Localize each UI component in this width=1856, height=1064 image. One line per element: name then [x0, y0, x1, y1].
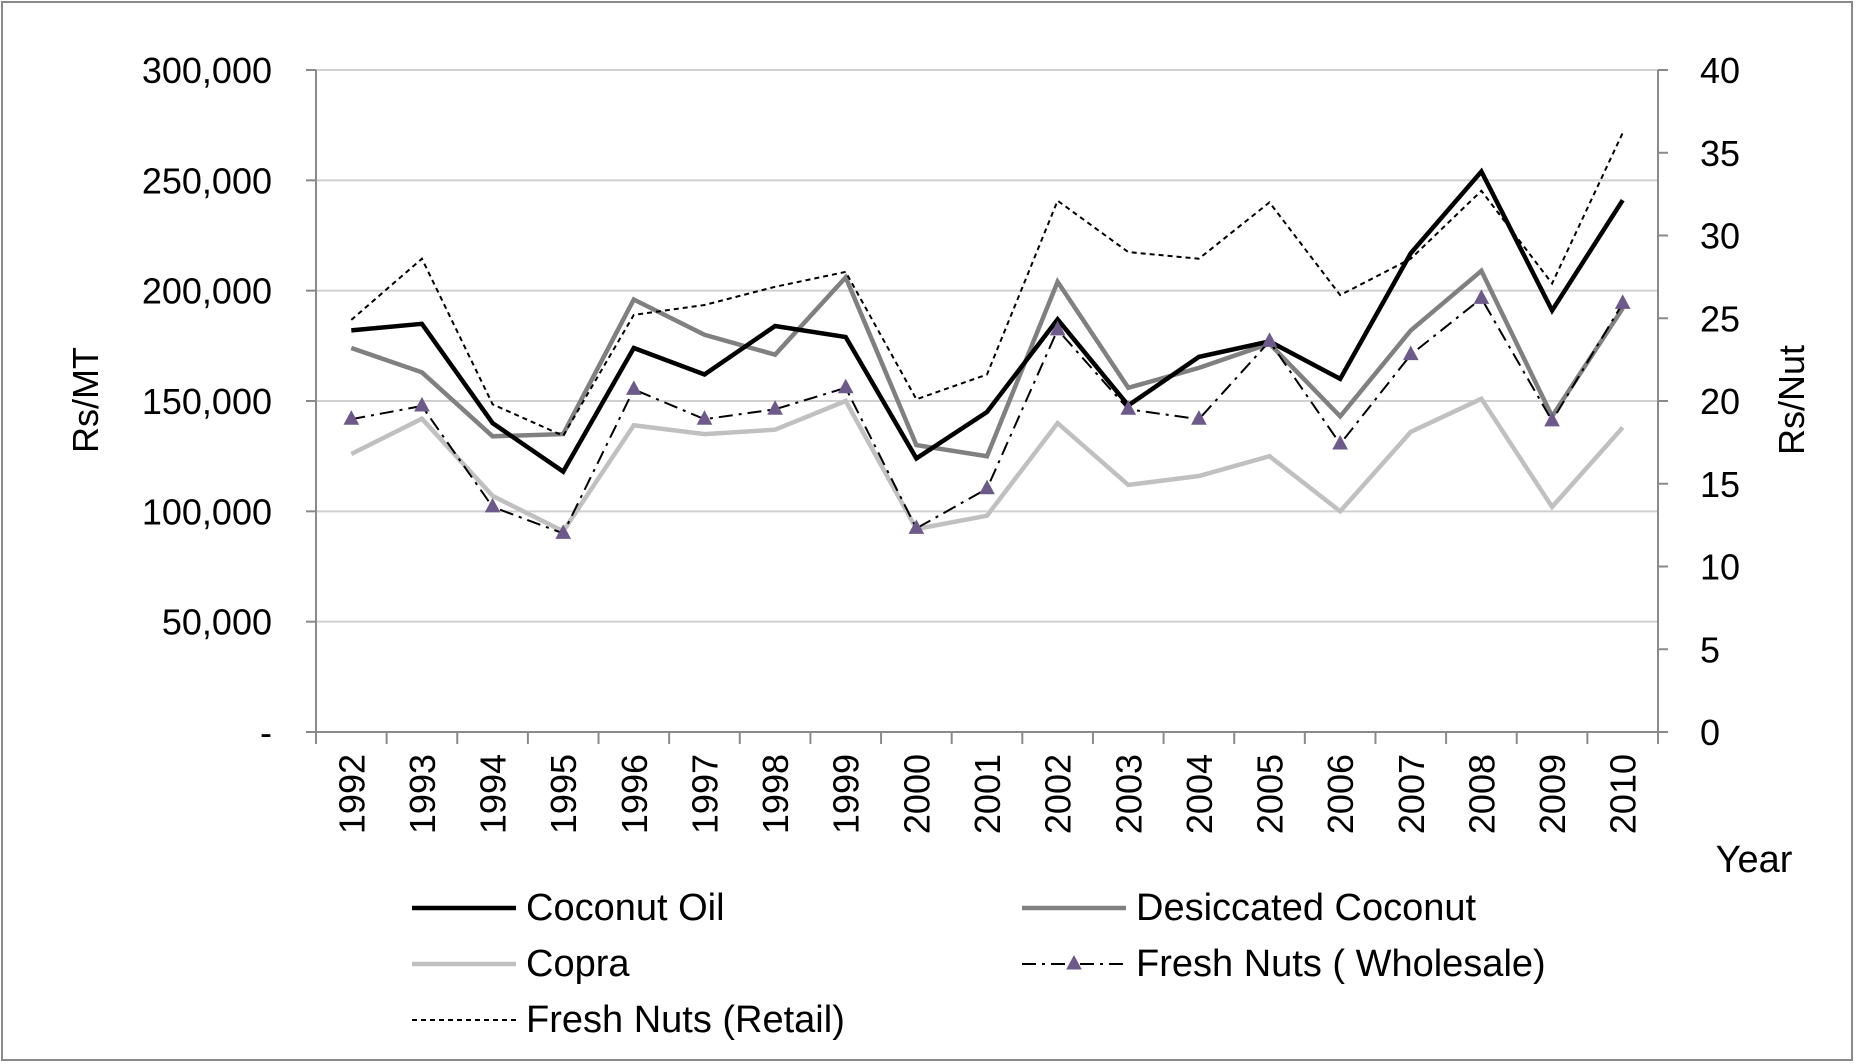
left-tick-label: 300,000 [142, 50, 272, 91]
legend-label: Fresh Nuts ( Wholesale) [1136, 942, 1546, 985]
data-point-marker [1049, 320, 1066, 336]
x-tick-label: 2006 [1320, 754, 1361, 834]
right-tick-label: 0 [1700, 712, 1720, 753]
data-point-marker [696, 410, 713, 425]
x-tick-label: 1999 [826, 754, 867, 834]
y-axis-label-right: Rs/Nut [1771, 345, 1812, 455]
right-tick-label: 25 [1700, 298, 1740, 339]
legend-label: Desiccated Coconut [1136, 886, 1477, 929]
y-axis-label-left: Rs/MT [65, 347, 106, 453]
right-tick-labels: 0 5 10 15 20 25 30 35 40 [1658, 50, 1740, 753]
left-tick-label: 200,000 [142, 271, 272, 312]
legend-label: Fresh Nuts (Retail) [526, 998, 845, 1041]
series-line-fresh-nuts-retail [350, 132, 1624, 438]
data-point-marker [414, 396, 430, 412]
legend-item-desiccated-coconut: Desiccated Coconut [1020, 880, 1476, 936]
x-tick-label: 1993 [402, 754, 443, 834]
right-tick-label: 5 [1700, 629, 1720, 670]
series-line-coconut-oil [351, 167, 1625, 475]
x-tick-label: 1996 [614, 754, 655, 834]
left-tick-label: 100,000 [142, 491, 272, 532]
data-point-marker [1191, 410, 1207, 425]
right-tick-label: 20 [1700, 381, 1740, 422]
data-point-marker [1261, 332, 1278, 347]
right-tick-label: 30 [1700, 216, 1740, 257]
legend-swatch [412, 961, 516, 967]
data-point-marker [1120, 400, 1137, 415]
x-tick-label: 1992 [331, 754, 372, 834]
right-tick-label: 40 [1700, 50, 1740, 91]
legend-swatch [412, 905, 516, 911]
legend-swatch [1022, 905, 1126, 911]
right-tick-label: 35 [1700, 133, 1740, 174]
data-point-marker [555, 524, 572, 539]
right-tick-label: 10 [1700, 547, 1740, 588]
x-tick-label: 1997 [684, 754, 725, 834]
legend-label: Coconut Oil [526, 886, 725, 929]
left-tick-label: - [260, 712, 272, 753]
legend-swatch [1022, 954, 1126, 970]
x-tick-label: 2007 [1391, 754, 1432, 834]
x-tick-label: 2009 [1532, 754, 1573, 834]
data-point-marker [1473, 289, 1490, 304]
legend-item-coconut-oil: Coconut Oil [410, 880, 725, 936]
data-point-marker [767, 400, 783, 415]
data-point-marker [1544, 411, 1560, 427]
left-tick-labels: - 50,000 100,000 150,000 200,000 250,000 300,0… [142, 50, 316, 753]
legend-item-fresh-nuts-retail: Fresh Nuts (Retail) [410, 992, 845, 1048]
x-tick-label: 2002 [1038, 754, 1079, 834]
x-tick-label: 2001 [967, 754, 1008, 834]
legend-label: Copra [526, 942, 630, 985]
series-lines [343, 132, 1631, 539]
x-tick-label: 2004 [1179, 754, 1220, 834]
left-tick-label: 150,000 [142, 381, 272, 422]
gridlines [316, 69, 1658, 623]
data-point-marker [343, 410, 360, 425]
data-point-marker [484, 497, 501, 513]
data-point-marker [908, 519, 925, 534]
data-point-marker [837, 378, 854, 394]
series-line-desiccated-coconut [350, 267, 1625, 459]
data-point-marker [979, 479, 995, 495]
left-tick-label: 50,000 [162, 602, 272, 643]
legend-swatch [412, 1019, 516, 1021]
x-tick-label: 1995 [543, 754, 584, 834]
x-tick-label: 2000 [896, 754, 937, 834]
legend-item-copra: Copra [410, 936, 630, 992]
right-tick-label: 15 [1700, 464, 1740, 505]
data-point-marker [1614, 294, 1631, 309]
legend: Coconut Oil Desiccated Coconut Copra Fresh … [410, 880, 1610, 1050]
x-tick-label: 1994 [473, 754, 514, 834]
x-tick-label: 1998 [755, 754, 796, 834]
x-tick-labels: 1992 1993 1994 1995 1996 1997 1998 1999 2000 2001… [315, 732, 1659, 834]
x-tick-label: 2005 [1250, 754, 1291, 834]
legend-item-fresh-nuts-wholesale: Fresh Nuts ( Wholesale) [1020, 936, 1546, 992]
x-axis-label: Year [1716, 839, 1793, 881]
series-line-fresh-nuts-wholesale [351, 296, 1624, 535]
left-tick-label: 250,000 [142, 160, 272, 201]
data-point-marker [626, 380, 642, 395]
x-tick-label: 2008 [1461, 754, 1502, 834]
x-tick-label: 2010 [1603, 754, 1644, 834]
data-point-marker [1402, 345, 1419, 361]
x-tick-label: 2003 [1108, 754, 1149, 834]
data-point-marker [1332, 434, 1348, 450]
